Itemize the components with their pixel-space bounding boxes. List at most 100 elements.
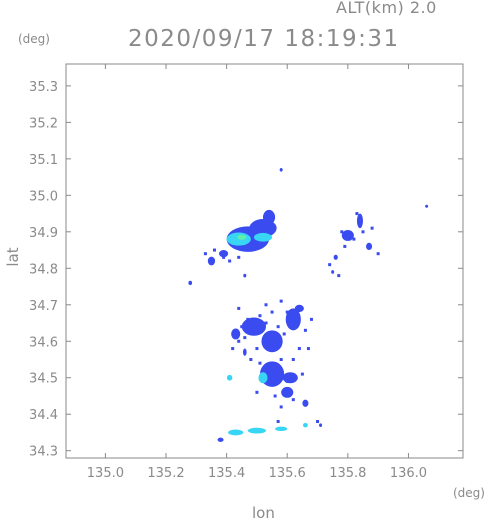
echo-cell — [231, 328, 241, 340]
echo-speckle — [291, 358, 295, 361]
y-tick-label: 35.0 — [29, 189, 58, 204]
echo-cell — [341, 229, 354, 241]
x-axis-label: lon — [252, 504, 275, 522]
echo-speckle — [361, 230, 365, 234]
echo-speckle — [316, 420, 320, 424]
echo-cell — [319, 423, 323, 427]
echo-cell — [285, 308, 301, 331]
echo-speckle — [370, 226, 374, 230]
echo-cell — [281, 386, 294, 398]
speckle-layer — [203, 212, 380, 424]
echo-cell — [261, 330, 283, 353]
echo-speckle — [264, 321, 268, 325]
echo-layer — [188, 167, 429, 442]
echo-speckle — [306, 347, 310, 351]
y-axis: 34.3 34.4 34.5 34.6 34.7 34.8 34.9 35.0 35.1 35.2… — [29, 80, 463, 460]
echo-speckle — [376, 252, 380, 256]
echo-cell — [275, 426, 288, 432]
y-tick-label: 34.7 — [29, 299, 58, 314]
echo-cell — [262, 209, 276, 225]
echo-speckle — [258, 361, 262, 365]
echo-speckle — [337, 274, 341, 278]
y-tick-label: 34.4 — [29, 408, 58, 423]
echo-speckle — [231, 347, 235, 351]
echo-speckle — [243, 336, 247, 340]
echo-cell — [302, 399, 309, 407]
echo-speckle — [237, 339, 241, 343]
echo-cell — [188, 280, 193, 286]
echo-speckle — [237, 306, 241, 310]
echo-cell — [279, 167, 283, 172]
echo-speckle — [297, 347, 301, 351]
echo-speckle — [258, 314, 262, 318]
echo-speckle — [249, 358, 253, 361]
echo-cell — [366, 242, 373, 251]
lon-unit-label: (deg) — [453, 486, 485, 500]
echo-speckle — [291, 398, 295, 402]
echo-speckle — [285, 310, 289, 314]
x-tick-label: 135.4 — [208, 466, 245, 481]
echo-cell — [242, 348, 247, 356]
plot-frame — [65, 63, 464, 459]
echo-cell — [247, 427, 267, 434]
echo-speckle — [270, 310, 274, 314]
y-tick-label: 35.1 — [29, 153, 58, 168]
echo-speckle — [352, 237, 356, 241]
echo-speckle — [246, 317, 250, 321]
echo-speckle — [276, 420, 280, 424]
echo-speckle — [343, 244, 347, 248]
x-tick-label: 135.6 — [269, 466, 306, 481]
echo-speckle — [273, 394, 277, 398]
echo-speckle — [203, 252, 207, 256]
echo-speckle — [282, 332, 286, 336]
echo-cell — [226, 374, 233, 381]
echo-cell — [425, 204, 429, 208]
y-tick-label: 34.9 — [29, 226, 58, 241]
echo-cell — [294, 304, 304, 313]
echo-speckle — [240, 325, 244, 329]
echo-speckle — [340, 230, 344, 234]
plot-title: 2020/09/17 18:19:31 — [128, 26, 400, 52]
echo-speckle — [279, 405, 283, 409]
echo-speckle — [237, 255, 241, 259]
echo-speckle — [255, 347, 259, 351]
echo-cell — [356, 213, 363, 229]
echo-speckle — [300, 372, 304, 376]
y-tick-label: 34.3 — [29, 445, 58, 460]
x-tick-label: 135.0 — [87, 466, 124, 481]
echo-speckle — [228, 259, 232, 263]
echo-speckle — [279, 299, 283, 303]
echo-speckle — [279, 358, 283, 361]
echo-cell — [253, 232, 273, 242]
echo-speckle — [285, 379, 289, 383]
x-tick-label: 136.0 — [390, 466, 427, 481]
y-tick-label: 35.3 — [29, 80, 58, 95]
echo-cell — [217, 437, 224, 442]
echo-cell — [207, 256, 216, 266]
echo-cell — [237, 234, 247, 240]
echo-speckle — [355, 212, 359, 216]
y-tick-label: 35.2 — [29, 116, 58, 131]
echo-cell — [302, 422, 308, 428]
y-tick-label: 34.5 — [29, 372, 58, 387]
echo-speckle — [303, 328, 307, 332]
echo-cell — [258, 372, 268, 384]
echo-speckle — [212, 248, 216, 252]
echo-cell — [333, 254, 338, 260]
echo-speckle — [276, 325, 280, 329]
x-tick-label: 135.2 — [147, 466, 184, 481]
echo-speckle — [309, 317, 313, 321]
echo-cell — [331, 270, 335, 274]
echo-cell — [241, 317, 267, 336]
y-tick-label: 34.6 — [29, 335, 58, 350]
echo-speckle — [328, 263, 332, 267]
echo-cell — [219, 250, 229, 258]
lat-unit-label: (deg) — [18, 32, 50, 46]
echo-speckle — [255, 390, 259, 394]
altitude-label: ALT(km) 2.0 — [336, 0, 437, 17]
y-tick-label: 34.8 — [29, 262, 58, 277]
x-tick-label: 135.8 — [329, 466, 366, 481]
echo-cell — [228, 429, 244, 436]
